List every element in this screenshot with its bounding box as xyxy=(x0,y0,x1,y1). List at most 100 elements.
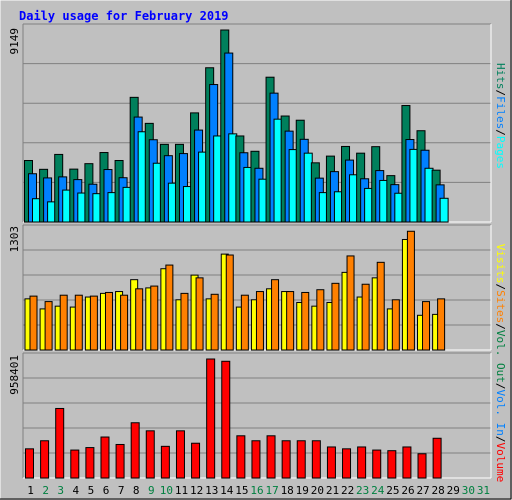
volume-bar-day-22 xyxy=(342,448,352,479)
volume-bar-day-9 xyxy=(145,430,155,479)
volume-bar-day-28 xyxy=(432,437,442,479)
sites-bar-day-28 xyxy=(437,298,446,351)
sites-bar-day-24 xyxy=(376,261,385,351)
legend-sep-2: / xyxy=(494,129,507,136)
sites-bar-day-9 xyxy=(150,285,159,351)
sites-bar-day-15 xyxy=(240,294,249,351)
sites-bar-day-5 xyxy=(89,295,98,351)
day-label-7: 7 xyxy=(118,484,125,497)
sites-bar-day-16 xyxy=(255,291,264,351)
sites-bar-day-23 xyxy=(361,283,370,351)
volume-bar-day-2 xyxy=(40,440,50,479)
sites-bar-day-12 xyxy=(195,277,204,351)
volume-bar-day-21 xyxy=(326,446,336,479)
day-label-27: 27 xyxy=(416,484,429,497)
sites-bar-day-19 xyxy=(301,291,310,351)
sites-bar-day-18 xyxy=(286,291,295,351)
volume-bar-day-20 xyxy=(311,440,321,479)
day-label-10: 10 xyxy=(160,484,173,497)
panel-volume xyxy=(22,352,492,479)
day-label-4: 4 xyxy=(73,484,80,497)
legend-sep-6: / xyxy=(494,436,507,443)
chart-title: Daily usage for February 2019 xyxy=(19,9,229,23)
volume-bar-day-13 xyxy=(206,358,216,479)
legend-bottom: Visits/Sites/Vol. Out/Vol. In/Volume xyxy=(494,244,507,482)
day-label-1: 1 xyxy=(27,484,34,497)
legend-kbytes-in: Vol. In xyxy=(494,390,507,436)
day-label-21: 21 xyxy=(326,484,339,497)
volume-bar-day-12 xyxy=(191,442,201,479)
legend-hits: Hits xyxy=(494,63,507,90)
volume-bar-day-17 xyxy=(266,435,276,479)
volume-bar-day-18 xyxy=(281,440,291,479)
sites-bar-day-8 xyxy=(135,288,144,351)
volume-bar-day-25 xyxy=(387,450,397,479)
sites-bar-day-4 xyxy=(74,294,83,351)
top-panel-max-label: 9149 xyxy=(8,28,21,55)
sites-bar-day-1 xyxy=(29,295,38,351)
panel-hits-files-pages xyxy=(22,23,492,223)
sites-bar-day-14 xyxy=(225,254,234,351)
day-label-3: 3 xyxy=(57,484,64,497)
volume-bar-day-14 xyxy=(221,360,231,479)
volume-bar-day-27 xyxy=(417,453,427,479)
legend-visits: Visits xyxy=(494,244,507,284)
day-label-17: 17 xyxy=(265,484,278,497)
legend-files: Files xyxy=(494,96,507,129)
legend-sep-3: / xyxy=(494,284,507,291)
sites-bar-day-7 xyxy=(120,294,129,351)
volume-bar-day-8 xyxy=(130,422,140,479)
day-label-26: 26 xyxy=(401,484,414,497)
day-label-16: 16 xyxy=(250,484,263,497)
volume-bar-day-5 xyxy=(85,447,95,479)
bottom-panel-max-label: 958401 xyxy=(8,355,21,395)
sites-bar-day-22 xyxy=(346,255,355,351)
sites-bar-day-20 xyxy=(316,289,325,351)
panel-visits-sites xyxy=(22,224,492,351)
day-label-22: 22 xyxy=(341,484,354,497)
sites-bar-day-2 xyxy=(44,301,53,351)
volume-bar-day-11 xyxy=(175,430,185,479)
day-label-18: 18 xyxy=(281,484,294,497)
day-label-13: 13 xyxy=(205,484,218,497)
legend-top: Hits/Files/Pages xyxy=(494,63,507,169)
x-axis-day-labels: 1 2 3 4 5 6 7 8 9 10 11 12 13 14 15 16 17 18 19 20 21 22 23 24 2… xyxy=(27,484,490,497)
volume-bar-day-3 xyxy=(55,407,65,479)
sites-bar-day-26 xyxy=(406,230,415,351)
day-label-2: 2 xyxy=(42,484,49,497)
day-label-30: 30 xyxy=(462,484,475,497)
day-label-28: 28 xyxy=(432,484,445,497)
volume-bar-day-16 xyxy=(251,440,261,479)
sites-bar-day-13 xyxy=(210,293,219,351)
volume-bar-day-26 xyxy=(402,446,412,479)
day-label-24: 24 xyxy=(371,484,385,497)
legend-sites: Sites xyxy=(494,290,507,323)
volume-bar-day-7 xyxy=(115,443,125,479)
day-label-29: 29 xyxy=(447,484,460,497)
sites-bar-day-11 xyxy=(180,292,189,351)
pages-bar-day-28 xyxy=(439,197,449,223)
day-label-20: 20 xyxy=(311,484,324,497)
sites-bar-day-27 xyxy=(422,301,431,351)
svg-text:Hits/Files/Pages: Hits/Files/Pages xyxy=(494,63,507,169)
sites-bar-day-21 xyxy=(331,282,340,351)
day-label-14: 14 xyxy=(220,484,234,497)
day-label-31: 31 xyxy=(477,484,490,497)
legend-sep-4: / xyxy=(494,323,507,330)
legend-pages: Pages xyxy=(494,136,507,169)
day-label-5: 5 xyxy=(88,484,95,497)
volume-bar-day-10 xyxy=(160,445,170,479)
sites-bar-day-10 xyxy=(165,264,174,351)
legend-sep-1: / xyxy=(494,90,507,97)
volume-bar-day-23 xyxy=(357,446,367,479)
day-label-8: 8 xyxy=(133,484,140,497)
day-label-11: 11 xyxy=(175,484,188,497)
sites-bar-day-6 xyxy=(104,291,113,351)
volume-bar-day-19 xyxy=(296,440,306,479)
legend-kbytes-out: Vol. Out xyxy=(494,330,507,383)
sites-bar-day-17 xyxy=(271,279,280,351)
day-label-6: 6 xyxy=(103,484,110,497)
sites-bar-day-3 xyxy=(59,294,68,351)
